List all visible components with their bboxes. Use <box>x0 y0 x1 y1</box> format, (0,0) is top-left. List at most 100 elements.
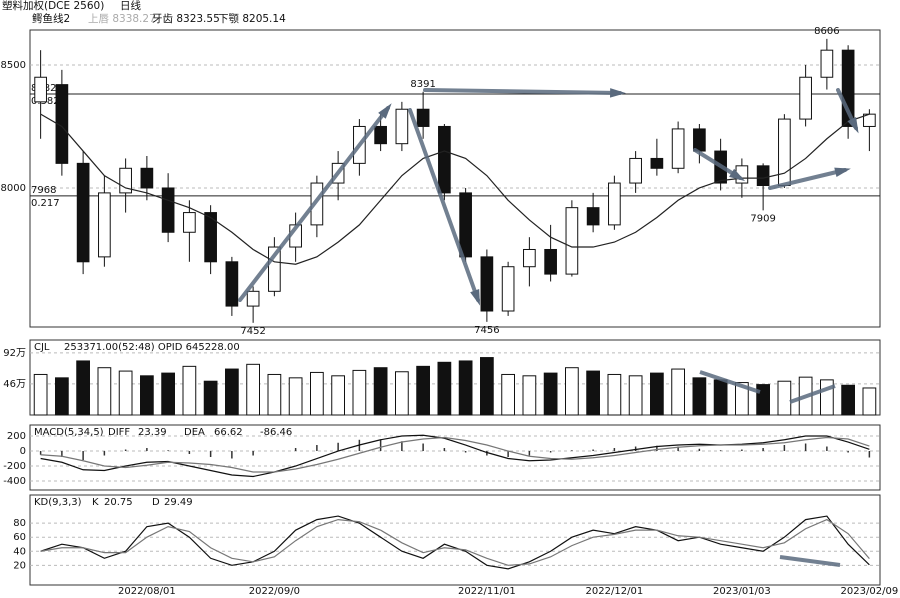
trend-arrow <box>768 168 847 190</box>
legend-name: D <box>152 497 160 508</box>
trend-arrow-head <box>610 88 626 98</box>
candle-body <box>523 248 536 268</box>
trend-arrow-head <box>470 289 481 306</box>
y-tick-label: 8000 <box>1 183 26 194</box>
candle-body <box>650 157 664 169</box>
candle-body <box>34 76 47 103</box>
trend-arrow <box>789 384 836 404</box>
trend-arrow <box>238 106 390 302</box>
legend-value: 20.75 <box>104 497 133 508</box>
y-tick-label: 92万 <box>3 348 26 359</box>
candle-body <box>268 246 281 292</box>
volume-bar <box>246 363 260 416</box>
panel-frame <box>29 424 881 491</box>
candle-body <box>671 128 685 169</box>
header-item: 牙齿 8323.55 <box>152 13 220 25</box>
volume-bar <box>756 384 770 416</box>
volume-bar <box>522 375 537 416</box>
trend-arrow <box>423 88 622 95</box>
y-tick-label: 8500 <box>1 60 26 71</box>
level-label: 7968 <box>31 185 56 196</box>
volume-bar <box>76 360 90 416</box>
candle-body <box>161 187 175 233</box>
x-tick-label: 2023/02/09 <box>841 586 899 597</box>
volume-bar <box>777 380 792 416</box>
period[interactable]: 日线 <box>120 0 141 12</box>
panel-label: CJL <box>34 342 50 353</box>
legend-name: K <box>92 497 99 508</box>
legend-value: -86.46 <box>260 427 292 438</box>
volume-bar <box>55 377 69 416</box>
volume-bar <box>650 372 664 416</box>
y-tick-label: 80 <box>13 518 26 529</box>
volume-bar <box>543 372 558 416</box>
legend-name: DEA <box>184 427 205 438</box>
volume-bar <box>161 372 175 416</box>
y-tick-label: 200 <box>7 431 26 442</box>
y-tick-label: 46万 <box>3 379 26 390</box>
y-tick-label: 60 <box>13 532 26 543</box>
x-tick-label: 2022/08/01 <box>118 586 176 597</box>
candle-body <box>310 182 324 226</box>
price-annotation: 7909 <box>750 213 775 224</box>
volume-bar <box>97 367 112 416</box>
volume-bar <box>288 377 303 416</box>
candle-body <box>183 212 196 233</box>
volume-bar <box>501 373 515 416</box>
volume-bar <box>735 382 749 416</box>
trend-arrow <box>699 370 761 394</box>
volume-bar <box>182 365 197 416</box>
trend-arrow <box>779 555 841 567</box>
volume-bar <box>310 371 324 416</box>
candle-body <box>820 49 834 78</box>
candle-body <box>544 248 557 275</box>
kd-line <box>40 518 870 566</box>
panel-frame <box>29 339 881 416</box>
y-tick-label: 0 <box>20 446 26 457</box>
volume-bar <box>203 380 218 416</box>
panel-label: KD(9,3,3) <box>34 497 82 508</box>
y-tick-label: -200 <box>3 461 26 472</box>
panel-frame <box>29 494 881 586</box>
candle-body <box>586 207 600 226</box>
macd-line <box>40 436 870 473</box>
candle-body <box>438 125 451 194</box>
trend-arrow <box>408 108 480 302</box>
volume-bar <box>458 360 473 416</box>
volume-bar <box>820 379 834 416</box>
legend-name: DIFF <box>108 427 130 438</box>
candle-body <box>204 212 217 263</box>
x-tick-label: 2022/12/01 <box>586 586 644 597</box>
volume-bar <box>33 373 48 416</box>
candle-body <box>459 192 472 258</box>
header-item: 上唇 8338.27 <box>88 13 156 25</box>
x-tick-label: 2022/11/01 <box>458 586 516 597</box>
indicator[interactable]: 鳄鱼线2 <box>32 12 70 25</box>
volume-bar <box>395 371 409 416</box>
price-annotation: 8391 <box>410 79 435 90</box>
volume-bar <box>352 369 367 416</box>
trend-arrow-head <box>378 103 392 119</box>
candle-body <box>501 266 515 312</box>
x-tick-label: 2023/01/03 <box>713 586 771 597</box>
candle-body <box>693 128 706 152</box>
volume-bar <box>416 365 430 416</box>
volume-bar <box>671 368 685 416</box>
candle-body <box>799 76 812 120</box>
trend-arrow-head <box>729 168 746 182</box>
volume-bar <box>565 367 579 416</box>
panel-frame <box>29 29 881 328</box>
legend-value: 23.39 <box>138 427 167 438</box>
volume-bar <box>118 370 133 416</box>
trend-arrow-head <box>847 117 859 134</box>
y-tick-label: -400 <box>3 476 26 487</box>
panel-text: 253371.00(52:48) OPID 645228.00 <box>64 342 240 353</box>
price-annotation: 7452 <box>240 326 265 337</box>
header-item: 下颚 8205.14 <box>218 13 286 25</box>
candle-body <box>778 118 791 187</box>
volume-bar <box>607 373 622 416</box>
candle-body <box>98 192 111 258</box>
ma-line <box>40 113 870 265</box>
legend-value: 66.62 <box>214 427 243 438</box>
